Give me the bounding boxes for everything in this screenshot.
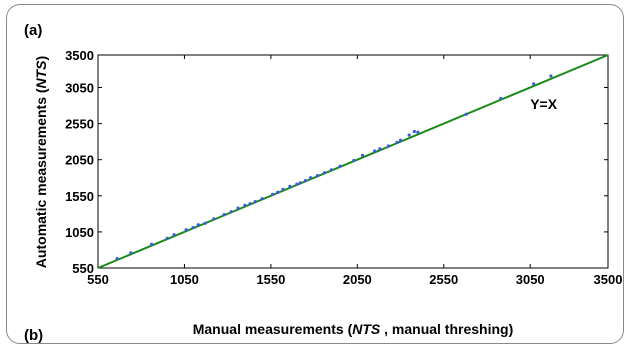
y-tick-label: 3050 [65,80,94,95]
data-point [253,199,257,204]
x-axis: 550 1050 1550 2050 2550 3050 3500 [87,55,622,287]
data-point [303,179,308,183]
data-point [248,202,252,206]
x-axis-title-part1: Manual measurements ( [193,321,353,337]
x-tick-label: 1050 [170,272,199,287]
data-point [276,190,280,194]
next-panel-label: (b) [24,327,44,344]
data-point [149,242,154,246]
x-axis-title: Manual measurements (NTS , manual thresh… [193,321,514,337]
x-tick-label: 1550 [256,272,285,287]
data-point [373,149,377,153]
y-axis-title-part3: ) [33,56,49,61]
data-point [115,257,119,261]
data-point [322,171,327,175]
x-axis-title-part3: , manual threshing) [380,321,513,337]
data-point [212,217,216,221]
x-tick-label: 3050 [516,272,545,287]
data-point [236,206,240,210]
reference-line-label: Y=X [530,96,558,112]
data-point [329,168,333,172]
data-point [395,140,399,144]
data-point [191,225,195,230]
data-point [196,223,200,227]
data-point [129,251,133,255]
y-tick-label: 1550 [65,189,94,204]
y-axis-title-part2: NTS [33,60,49,89]
y-tick-label: 2050 [65,153,94,168]
data-point [407,133,411,137]
data-point [352,158,356,163]
y-tick-label: 3500 [65,48,94,63]
data-point [281,187,285,191]
panel-label: (a) [24,22,43,39]
data-point [412,129,416,134]
data-point [398,138,403,142]
data-point [165,236,169,240]
data-point [222,212,226,217]
data-point [229,210,233,214]
x-tick-label: 2050 [343,272,372,287]
scatter-chart: 550 1050 1550 2050 2550 3050 3500 550 1050 1550 2… [33,48,622,337]
x-tick-label: 2550 [429,272,458,287]
y-tick-label: 550 [72,261,94,276]
data-point [338,164,342,168]
data-point [464,112,468,116]
y-axis-title-part1: Automatic measurements ( [33,88,49,268]
data-point [360,153,365,157]
data-point [315,173,320,178]
y-axis-title: Automatic measurements (NTS) [33,56,49,268]
data-point [243,203,247,207]
data-point [172,233,176,237]
data-point [184,228,188,232]
data-point [271,192,275,196]
data-point [378,147,382,151]
data-points [115,74,553,261]
y-tick-label: 1050 [65,225,94,240]
data-point [532,82,536,86]
data-point [288,184,292,189]
data-point [386,144,391,148]
data-point [549,74,553,78]
data-point [203,221,207,225]
x-tick-label: 550 [87,272,109,287]
y-axis: 550 1050 1550 2050 2550 3050 3500 [65,48,608,276]
data-point [499,96,503,100]
data-point [298,181,302,185]
data-point [295,182,299,186]
x-tick-label: 3500 [594,272,623,287]
data-point [416,130,420,134]
y-tick-label: 2550 [65,117,94,132]
data-point [260,197,264,201]
data-point [309,176,313,180]
x-axis-title-part2: NTS [352,321,381,337]
